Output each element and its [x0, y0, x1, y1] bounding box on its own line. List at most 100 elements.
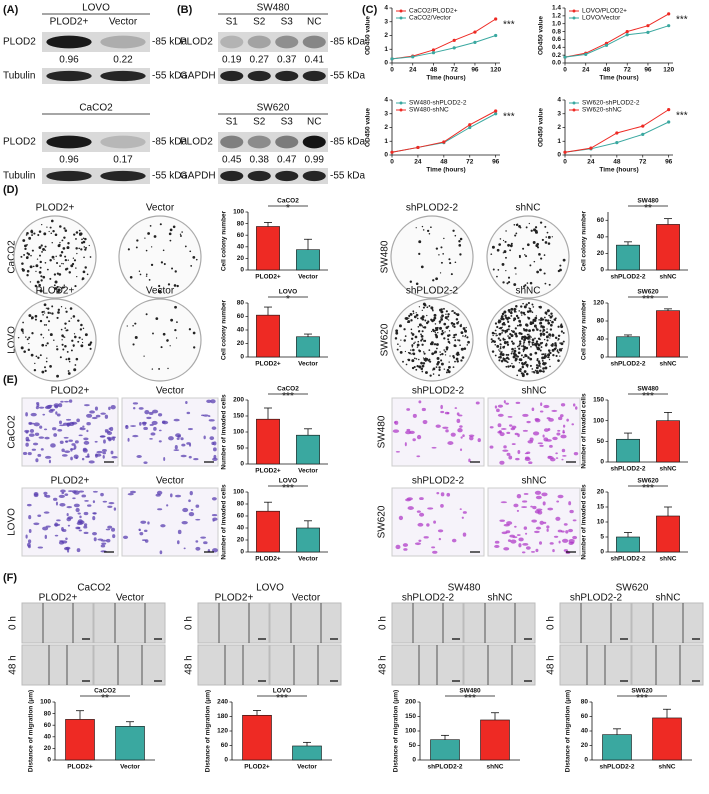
- colony: [513, 319, 515, 322]
- invaded-cell: [76, 418, 80, 423]
- invaded-cell: [459, 508, 462, 510]
- colony: [491, 341, 493, 343]
- invaded-cell: [535, 526, 542, 530]
- blot-strip: [218, 168, 328, 184]
- colony: [74, 364, 77, 366]
- invaded-cell: [44, 436, 50, 440]
- blot-row-label: GAPDH: [180, 171, 216, 182]
- x-tick-label: shNC: [660, 556, 677, 563]
- colony: [402, 360, 404, 363]
- invaded-cell: [30, 412, 37, 417]
- invaded-cell: [506, 431, 511, 435]
- colony: [425, 357, 429, 361]
- row-label: SW620: [380, 323, 391, 356]
- colony: [505, 357, 507, 360]
- colony: [543, 272, 546, 275]
- invaded-cell: [212, 457, 218, 461]
- colony: [439, 272, 442, 274]
- colony: [30, 254, 32, 257]
- colony: [408, 317, 410, 319]
- invaded-cell: [108, 502, 115, 505]
- colony: [502, 357, 506, 361]
- invaded-cell: [61, 454, 68, 457]
- colony: [443, 337, 446, 340]
- colony: [534, 316, 538, 320]
- invaded-cell: [185, 400, 188, 405]
- colony: [155, 317, 159, 321]
- colony: [546, 309, 550, 313]
- legend-marker: [399, 101, 403, 105]
- invaded-cell: [412, 413, 417, 418]
- colony: [525, 323, 529, 327]
- invaded-cell: [208, 415, 211, 418]
- colony: [136, 239, 139, 242]
- colony: [526, 310, 530, 313]
- invaded-cell: [149, 438, 153, 440]
- colony: [46, 307, 50, 310]
- invaded-cell: [563, 523, 568, 526]
- colony: [448, 258, 451, 261]
- invaded-cell: [88, 460, 95, 464]
- colony: [523, 375, 525, 377]
- invaded-cell: [459, 425, 463, 428]
- invaded-cell: [122, 535, 129, 540]
- invaded-cell: [141, 539, 147, 542]
- colony: [499, 238, 502, 240]
- colony: [495, 335, 497, 337]
- colony: [429, 360, 432, 363]
- colony: [35, 264, 39, 268]
- blot-band: [100, 170, 146, 182]
- y-tick-label: 40: [237, 244, 245, 251]
- blot-band: [302, 35, 326, 49]
- colony: [398, 324, 402, 328]
- significance: ***: [642, 483, 654, 494]
- colony: [542, 367, 545, 370]
- invaded-cell: [513, 503, 519, 508]
- colony: [444, 331, 446, 333]
- invaded-cell: [510, 539, 517, 544]
- column-label: shNC: [521, 476, 546, 487]
- migration-image: [559, 602, 632, 644]
- colony: [518, 347, 521, 350]
- invaded-cell: [38, 406, 45, 409]
- chart-title: CaCO2: [94, 688, 116, 695]
- invaded-cell: [22, 451, 28, 456]
- colony: [513, 349, 517, 353]
- colony: [42, 314, 44, 316]
- colony: [512, 342, 515, 345]
- colony: [426, 229, 430, 233]
- colony: [46, 226, 48, 228]
- colony: [501, 359, 504, 362]
- y-tick-label: 80: [237, 300, 245, 307]
- invaded-cell: [506, 452, 511, 456]
- invaded-cell: [195, 518, 201, 521]
- colony: [436, 356, 440, 360]
- colony: [554, 336, 558, 340]
- invaded-cell: [557, 529, 563, 533]
- column-label: PLOD2+: [51, 386, 90, 397]
- colony: [514, 327, 517, 330]
- invaded-cell: [543, 521, 547, 524]
- colony: [503, 338, 506, 341]
- chart-title: SW480: [459, 688, 481, 695]
- blot-row-label: PLOD2: [180, 137, 213, 148]
- invaded-cell: [31, 448, 37, 451]
- invaded-cell: [91, 416, 98, 420]
- invaded-cell: [92, 532, 97, 536]
- colony: [132, 324, 134, 327]
- legend-label: LOVO/Vector: [582, 15, 621, 22]
- column-label: shNC: [521, 386, 546, 397]
- colony: [444, 354, 447, 356]
- band-quant: 0.45: [222, 155, 242, 166]
- colony: [516, 324, 519, 327]
- x-tick-label: shPLOD2-2: [610, 466, 645, 473]
- colony: [67, 370, 70, 372]
- colony: [501, 326, 503, 329]
- invaded-cell: [521, 551, 526, 554]
- colony: [41, 343, 45, 347]
- colony: [532, 306, 535, 308]
- blot-strip: [218, 132, 328, 152]
- invaded-cell: [100, 412, 106, 415]
- colony: [518, 319, 521, 323]
- colony: [45, 344, 47, 347]
